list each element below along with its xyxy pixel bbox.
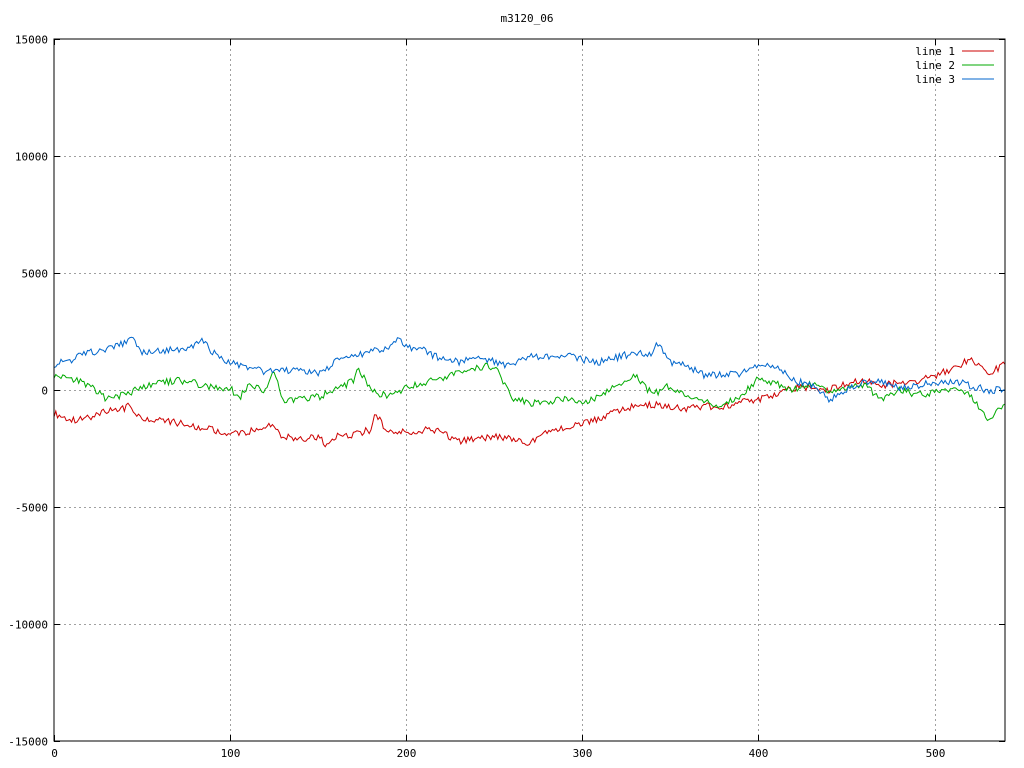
y-tick-label: -5000 [15, 502, 48, 515]
legend-label-3: line 3 [915, 73, 955, 86]
legend-label-2: line 2 [915, 59, 955, 72]
y-tick-label: -10000 [8, 619, 48, 632]
grid-lines [54, 39, 1005, 741]
x-tick-label: 500 [926, 747, 946, 760]
series-line-3 [53, 336, 1005, 404]
y-tick-label: 0 [41, 385, 48, 398]
x-tick-label: 400 [749, 747, 769, 760]
series-line-2 [53, 362, 1006, 422]
plot-frame [53, 38, 1006, 742]
y-tick-label: 10000 [15, 151, 48, 164]
series-lines [53, 336, 1006, 448]
y-tick-label: 5000 [22, 268, 49, 281]
x-tick-label: 0 [51, 747, 58, 760]
chart-title: m3120_06 [501, 12, 554, 25]
legend-label-1: line 1 [915, 45, 955, 58]
y-tick-label: -15000 [8, 736, 48, 749]
axis-ticks: -15000 -10000 -5000 0 5000 10000 15000 0 100 200 3… [8, 34, 1005, 760]
y-tick-label: 15000 [15, 34, 48, 47]
series-line-1 [53, 357, 1006, 448]
x-tick-label: 100 [221, 747, 241, 760]
x-tick-label: 200 [397, 747, 417, 760]
x-tick-label: 300 [573, 747, 593, 760]
